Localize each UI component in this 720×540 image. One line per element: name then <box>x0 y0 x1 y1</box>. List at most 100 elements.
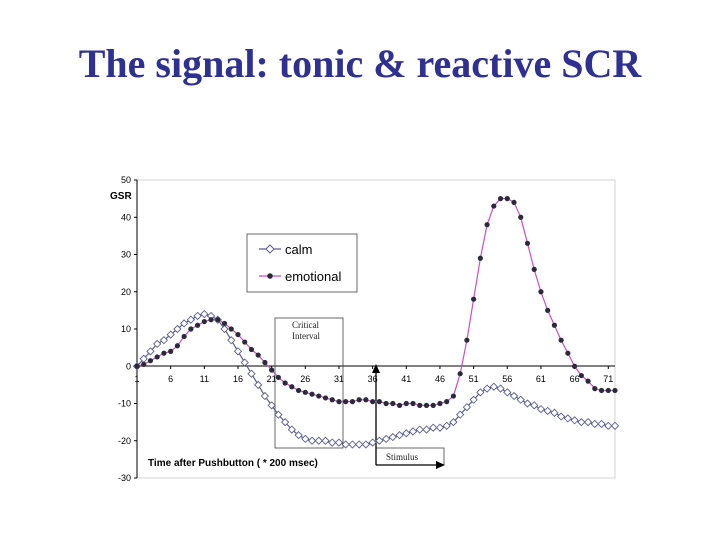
point-emotional <box>396 402 403 408</box>
point-emotional <box>349 399 356 405</box>
point-emotional <box>437 400 443 407</box>
point-emotional <box>316 393 322 399</box>
point-emotional <box>370 399 376 405</box>
point-calm <box>274 410 283 419</box>
point-calm <box>301 434 310 444</box>
point-emotional <box>504 196 510 202</box>
point-calm <box>193 311 202 321</box>
point-calm <box>153 339 162 349</box>
point-emotional <box>295 387 302 394</box>
point-emotional <box>383 400 389 407</box>
point-calm <box>159 336 169 345</box>
point-emotional <box>464 337 470 343</box>
point-calm <box>415 425 424 434</box>
point-calm <box>550 408 559 417</box>
point-calm <box>361 440 371 449</box>
point-calm <box>254 380 263 390</box>
point-calm <box>233 347 243 356</box>
point-calm <box>321 436 330 445</box>
x-tick-group: 1 6 11 16 21 26 31 36 41 46 51 56 61 66 71 <box>134 366 613 384</box>
y-tick-label: -10 <box>118 399 131 409</box>
point-emotional <box>275 374 281 381</box>
point-calm <box>395 431 404 440</box>
point-calm <box>496 384 505 393</box>
point-emotional <box>471 296 477 302</box>
point-emotional <box>558 337 564 343</box>
point-emotional <box>141 361 147 367</box>
point-emotional <box>511 199 517 205</box>
point-emotional <box>417 402 423 408</box>
x-tick-label: 36 <box>368 374 378 384</box>
x-axis-label: Time after Pushbutton ( * 200 msec) <box>148 458 318 469</box>
point-calm <box>408 427 418 436</box>
point-calm <box>227 336 236 345</box>
point-emotional <box>134 363 140 369</box>
y-tick-label: 30 <box>121 250 131 260</box>
point-calm <box>173 324 182 334</box>
point-calm <box>449 417 458 427</box>
point-calm <box>597 419 606 429</box>
point-emotional <box>545 307 551 313</box>
legend-calm-marker <box>265 244 275 254</box>
point-calm <box>375 436 384 445</box>
point-calm <box>355 440 364 449</box>
point-emotional <box>450 393 457 399</box>
legend-box <box>246 233 358 293</box>
legend: calm emotional <box>246 233 358 293</box>
point-emotional <box>201 318 207 325</box>
point-calm <box>146 347 155 356</box>
x-tick-label: 26 <box>300 374 310 384</box>
point-emotional <box>598 387 605 394</box>
point-emotional <box>363 397 369 403</box>
point-emotional <box>430 402 436 408</box>
point-calm <box>523 399 532 408</box>
point-calm <box>509 391 519 401</box>
point-calm <box>530 401 539 410</box>
point-calm <box>402 429 411 438</box>
y-tick-label: 20 <box>121 287 131 297</box>
point-calm <box>610 421 620 430</box>
point-calm <box>442 421 451 430</box>
point-calm <box>287 425 296 434</box>
x-tick-label: 51 <box>469 374 479 384</box>
point-emotional <box>215 317 221 323</box>
point-calm <box>429 423 438 432</box>
slide-title: The signal: tonic & reactive SCR <box>78 41 642 86</box>
point-emotional <box>221 320 228 327</box>
point-calm <box>267 401 276 410</box>
point-emotional <box>174 343 180 349</box>
point-calm <box>577 417 586 427</box>
x-tick-label: 6 <box>168 374 173 384</box>
point-emotional <box>376 399 382 405</box>
series-group <box>132 196 620 449</box>
point-calm <box>462 403 472 412</box>
x-axis-label-bg <box>146 455 352 469</box>
point-calm <box>536 404 546 414</box>
y-tick-label: 10 <box>121 324 131 334</box>
point-calm <box>200 309 209 319</box>
point-emotional <box>497 196 504 202</box>
point-calm <box>563 414 573 423</box>
x-tick-label: 16 <box>233 374 243 384</box>
point-emotional <box>578 372 584 379</box>
point-emotional <box>329 397 335 403</box>
x-tick-label: 46 <box>435 374 445 384</box>
x-tick-label: 1 <box>134 374 139 384</box>
point-calm <box>590 419 599 429</box>
point-calm <box>583 417 593 427</box>
point-calm <box>280 417 290 427</box>
point-emotional <box>477 255 483 261</box>
x-tick-label: 61 <box>536 374 546 384</box>
point-calm <box>516 395 525 404</box>
point-calm <box>186 315 195 324</box>
point-emotional <box>410 400 416 407</box>
point-emotional <box>282 380 288 386</box>
point-emotional <box>518 214 524 220</box>
point-emotional <box>491 203 497 209</box>
point-emotional <box>605 387 611 394</box>
point-emotional <box>565 350 571 356</box>
point-calm <box>294 431 303 440</box>
point-calm <box>482 384 492 393</box>
point-emotional <box>444 399 450 405</box>
point-emotional <box>302 389 308 395</box>
